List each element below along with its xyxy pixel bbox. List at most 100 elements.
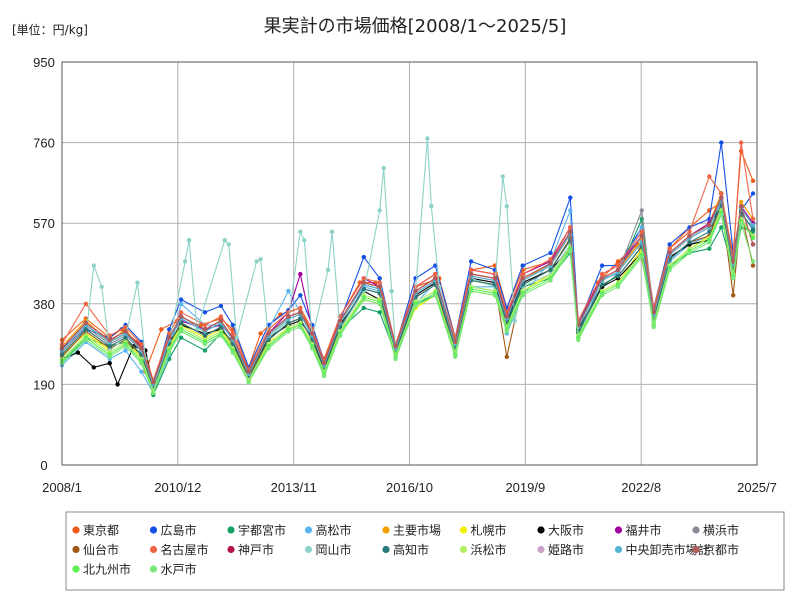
data-point [738, 199, 744, 205]
y-tick-label: 570 [33, 216, 55, 231]
data-point [246, 380, 251, 385]
legend-label: 神戸市 [238, 542, 274, 557]
data-point [202, 322, 208, 328]
data-point [520, 293, 525, 298]
legend-marker [72, 545, 80, 554]
data-point [178, 329, 184, 334]
data-point [298, 229, 303, 234]
legend-label: 福井市 [626, 523, 662, 538]
data-point [361, 286, 366, 292]
data-point [218, 324, 224, 330]
series-line [61, 142, 754, 381]
unit-label: [単位：円/kg] [12, 22, 88, 37]
data-point [107, 333, 112, 338]
legend-marker [304, 526, 313, 534]
data-point [107, 337, 112, 343]
data-point [738, 140, 744, 145]
legend-entry: 横浜市 [692, 523, 739, 538]
legend [65, 511, 785, 591]
legend-entry: 大阪市 [537, 523, 584, 538]
data-point [298, 316, 303, 321]
data-point [321, 373, 327, 379]
legend-marker [692, 526, 700, 534]
legend-marker [72, 565, 80, 573]
data-point [576, 337, 581, 343]
data-point [548, 261, 553, 266]
data-point [520, 263, 525, 268]
legend-label: 大阪市 [548, 523, 584, 538]
data-point [468, 267, 474, 273]
data-point [750, 227, 756, 232]
data-point [468, 288, 474, 294]
x-tick-label: 2016/10 [386, 480, 433, 495]
data-point [230, 335, 235, 340]
legend-entry: 名古屋市 [149, 542, 209, 557]
data-point [568, 208, 573, 213]
data-point [504, 329, 509, 334]
data-point [178, 310, 184, 315]
data-point [492, 293, 498, 298]
data-point [178, 335, 184, 340]
data-point [167, 335, 172, 340]
x-tick-label: 2025/7 [737, 480, 777, 495]
data-point [218, 303, 224, 309]
data-point [178, 314, 184, 319]
legend-entry: 宇都宮市 [227, 523, 286, 538]
data-point [123, 324, 128, 330]
data-point [377, 301, 382, 306]
data-point [230, 350, 235, 355]
data-point [107, 354, 112, 359]
legend-marker [227, 526, 235, 534]
data-point [667, 267, 672, 273]
legend-entry: 神戸市 [227, 542, 274, 557]
data-point [667, 246, 672, 251]
data-point [599, 293, 605, 298]
data-point [548, 257, 553, 262]
data-point [186, 238, 192, 243]
x-axis-ticks: 2008/1 2010/12 2013/11 2016/10 2019/9 2022/8 2… [42, 480, 777, 495]
legend-label: 広島市 [161, 523, 197, 538]
data-point [254, 259, 259, 264]
data-point [325, 267, 331, 273]
legend-entry: 主要市場 [382, 523, 441, 538]
legend-marker [537, 545, 545, 554]
data-point [361, 280, 366, 285]
data-point [258, 257, 263, 262]
y-tick-label: 950 [33, 55, 55, 70]
data-point [687, 250, 692, 256]
data-point [139, 346, 144, 351]
data-point [178, 297, 184, 302]
legend-marker [149, 545, 158, 554]
data-point [750, 178, 756, 183]
legend-marker [382, 545, 390, 554]
data-point [302, 238, 307, 243]
series-京都市 [59, 195, 756, 385]
data-point [202, 333, 208, 338]
data-point [167, 327, 172, 332]
chart-title: 果実計の市場価格[2008/1～2025/5] [264, 16, 567, 37]
legend-entry: 高知市 [382, 542, 429, 557]
data-point [167, 350, 172, 355]
series-line [61, 150, 754, 373]
legend-label: 札幌市 [471, 523, 507, 538]
data-point [377, 276, 382, 281]
data-point [639, 233, 644, 239]
legend-marker [614, 526, 623, 534]
data-point [202, 348, 208, 353]
data-point [361, 297, 366, 302]
data-point [91, 263, 97, 268]
data-point [337, 318, 343, 323]
legend-entry: 札幌市 [459, 523, 507, 538]
data-point [750, 191, 756, 196]
data-point [750, 235, 756, 241]
legend-entry: 姫路市 [537, 542, 584, 557]
data-point [310, 331, 315, 336]
data-point [568, 225, 573, 230]
legend-label: 京都市 [703, 542, 739, 557]
data-point [500, 174, 505, 179]
plot-frame [61, 61, 758, 466]
data-point [453, 354, 458, 359]
legend-entry: 東京都 [72, 524, 119, 538]
data-point [738, 204, 744, 209]
data-point [719, 225, 724, 230]
